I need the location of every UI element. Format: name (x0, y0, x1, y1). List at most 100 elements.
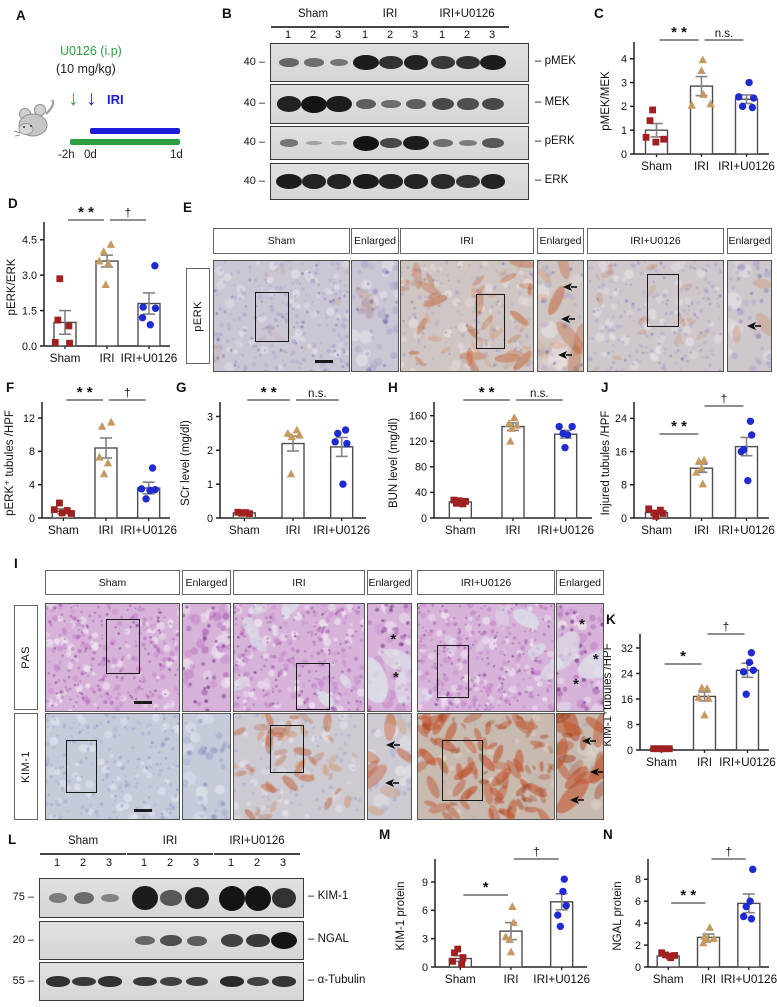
data-point (287, 432, 296, 441)
kim1-iri-u0126-micrograph (417, 713, 555, 820)
svg-text:n.s.: n.s. (530, 388, 549, 400)
data-point (286, 469, 296, 478)
panel-n-chart: 0 2 4 6 8 NGAL protein Sham IRI IRI+U0126 * * † (612, 847, 777, 986)
blot-band (381, 99, 401, 109)
data-point (559, 887, 567, 896)
svg-text:†: † (533, 847, 539, 859)
data-point (646, 117, 654, 125)
data-point (749, 94, 758, 102)
svg-text:IRI: IRI (694, 523, 709, 537)
arrow-marker (560, 311, 575, 323)
arrow-marker (747, 318, 762, 331)
blot-band (301, 174, 327, 189)
data-point (451, 949, 458, 957)
blot-band (403, 55, 429, 70)
svg-text:* *: * * (77, 384, 93, 401)
mean-bar (281, 442, 305, 519)
svg-text:16: 16 (621, 694, 633, 706)
svg-text:0: 0 (627, 745, 633, 757)
svg-text:IRI: IRI (503, 972, 518, 986)
data-point (700, 710, 709, 719)
blot-target-label: – pERK (535, 135, 575, 147)
svg-text:* *: * * (78, 204, 94, 221)
svg-text:IRI+U0126: IRI+U0126 (718, 159, 775, 173)
pas-sham-enlarged (182, 603, 231, 712)
svg-text:24: 24 (615, 413, 627, 425)
blot-strip (270, 43, 529, 82)
blot-group-label: IRI+U0126 (439, 8, 495, 20)
svg-text:3: 3 (207, 411, 213, 423)
data-point (146, 486, 154, 495)
panel-label-e: E (183, 200, 193, 215)
blot-lane-number: 1 (140, 857, 148, 869)
blot-band (353, 173, 379, 190)
svg-text:IRI+U0126: IRI+U0126 (533, 972, 590, 986)
svg-text:6: 6 (635, 896, 641, 908)
blot-target-label: – MEK (535, 96, 570, 108)
svg-text:†: † (721, 394, 727, 406)
svg-text:120: 120 (409, 436, 427, 448)
blot-band (272, 976, 296, 987)
blot-band (246, 976, 270, 987)
blot-band (301, 95, 327, 113)
svg-text:IRI+U0126: IRI+U0126 (720, 972, 777, 986)
data-point (63, 507, 71, 514)
blot-band (135, 935, 155, 946)
blot-target-label: – NGAL (308, 932, 349, 945)
y-axis-label: BUN level (mg/dl) (388, 418, 400, 508)
blot-band (331, 141, 347, 145)
svg-text:Sham: Sham (48, 523, 79, 537)
data-point (240, 509, 248, 517)
data-point (747, 915, 756, 923)
panel-c-chart: 0 1 2 3 4 pMEK/MEK Sham IRI IRI+U0126 * * n.s. (600, 24, 775, 173)
blot-band (46, 976, 70, 987)
data-point (671, 952, 679, 959)
data-point (104, 259, 113, 267)
panel-h-chart: 0 40 80 120 160 BUN level (mg/dl) Sham IRI IRI+U… (388, 384, 594, 537)
blot-mw-label: 40 – (243, 174, 265, 187)
svg-text:2: 2 (621, 101, 627, 113)
blot-group-underline (40, 853, 126, 855)
svg-text:IRI: IRI (99, 351, 114, 365)
timeline-tick-0d: 0d (84, 149, 97, 161)
blot-lane-number: 3 (488, 29, 496, 41)
data-point (234, 508, 242, 516)
blot-strip (270, 126, 529, 160)
svg-text:IRI+U0126: IRI+U0126 (120, 523, 177, 537)
mean-bar (692, 695, 717, 751)
blot-group-underline (425, 26, 509, 28)
data-point (662, 951, 669, 959)
data-point (652, 512, 660, 520)
svg-text:* *: * * (680, 887, 696, 904)
panel-label-l: L (8, 832, 17, 847)
data-point (650, 745, 658, 753)
iri-duration-bar (90, 128, 180, 134)
data-point (694, 692, 703, 701)
perk-iri-u0126-micrograph (587, 260, 724, 372)
e-row-label-perk: pERK (186, 268, 210, 364)
blot-band (132, 886, 158, 910)
pas-iri-u0126-enlarged: * * * (556, 603, 604, 712)
data-point (738, 102, 747, 111)
e-header-iri-u0126: IRI+U0126 (587, 228, 724, 254)
blot-lane-number: 2 (166, 857, 174, 869)
arrow-marker (386, 737, 401, 750)
arrow-marker (569, 792, 584, 804)
data-point (737, 447, 745, 456)
e-header-sham: Sham (213, 228, 350, 254)
svg-text:4: 4 (29, 479, 35, 491)
data-point (561, 443, 569, 452)
scale-bar (314, 360, 333, 364)
data-point (698, 55, 707, 64)
blot-lane-number: 2 (309, 29, 317, 41)
blot-lane-number: 2 (79, 857, 87, 869)
blot-band (271, 932, 297, 949)
data-point (699, 938, 708, 947)
data-point (697, 683, 707, 692)
blot-lane-number: 3 (192, 857, 200, 869)
data-point (58, 509, 66, 517)
mean-bar (95, 260, 119, 347)
svg-text:3.0: 3.0 (22, 270, 37, 282)
svg-text:Sham: Sham (50, 351, 81, 365)
inset-rectangle (105, 618, 140, 675)
